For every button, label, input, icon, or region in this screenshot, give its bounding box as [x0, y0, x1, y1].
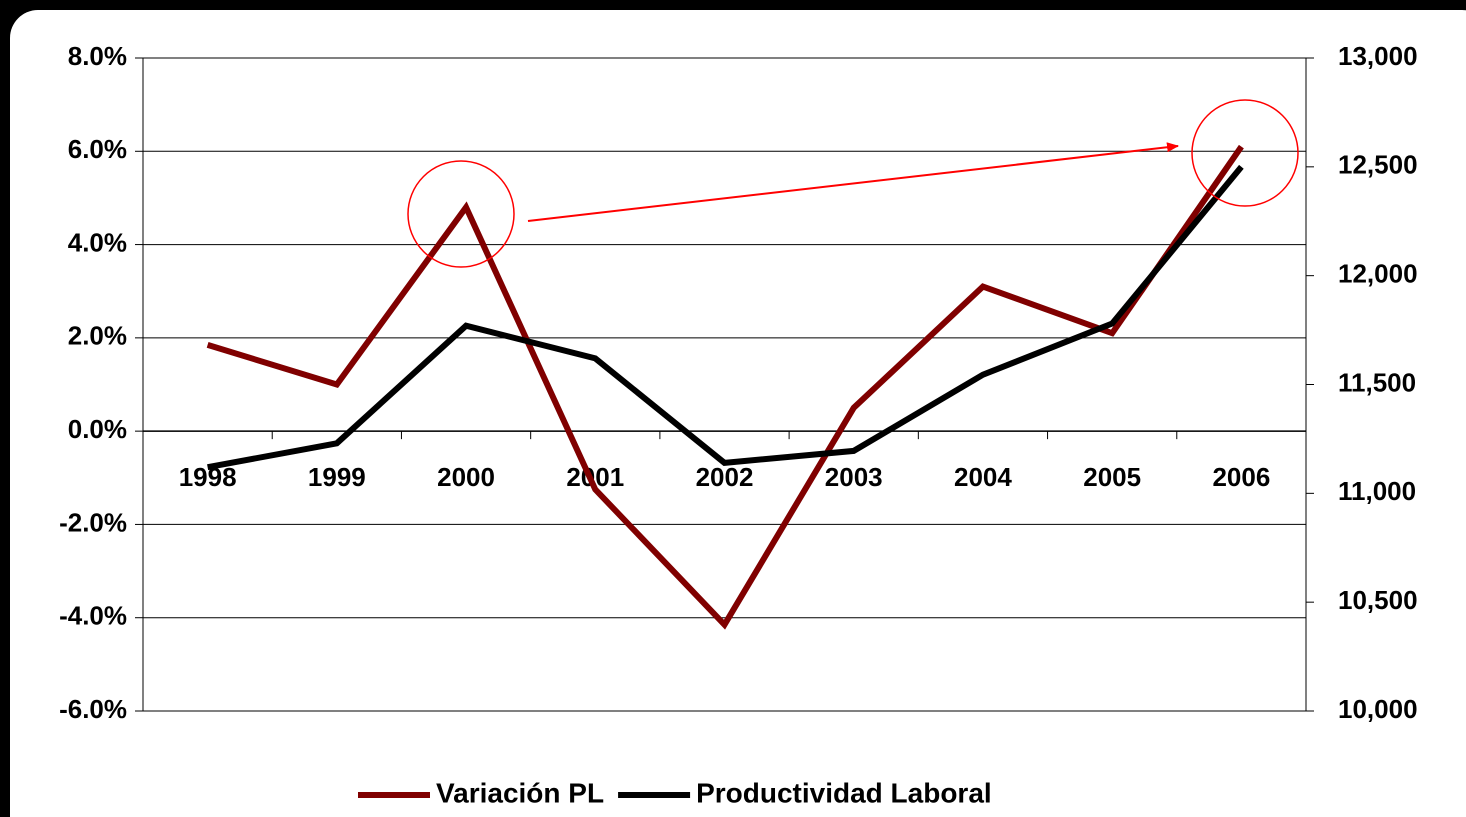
- plot-area: [142, 57, 1307, 712]
- legend-label: Productividad Laboral: [696, 777, 992, 808]
- highlight-circle: [1191, 99, 1299, 207]
- y2-tick-label: 13,000: [1338, 41, 1418, 71]
- y2-tick-label: 12,500: [1338, 150, 1418, 180]
- y2-tick-label: 11,000: [1338, 476, 1416, 506]
- y-tick-label: -6.0%: [59, 694, 127, 724]
- y-tick-label: 0.0%: [68, 414, 127, 444]
- y2-tick-label: 10,500: [1338, 585, 1418, 615]
- y-tick-label: 4.0%: [68, 227, 127, 257]
- x-tick-label: 2006: [1212, 462, 1270, 492]
- highlight-circle: [407, 160, 515, 268]
- x-tick-label: 2003: [825, 462, 883, 492]
- series-line: [206, 144, 1244, 630]
- y-tick-label: -4.0%: [59, 601, 127, 631]
- x-tick-label: 1999: [308, 462, 366, 492]
- y-tick-label: -2.0%: [59, 507, 127, 537]
- y-tick-label: 8.0%: [68, 41, 127, 71]
- y-tick-label: 6.0%: [68, 134, 127, 164]
- x-tick-label: 2005: [1083, 462, 1141, 492]
- y-tick-label: 2.0%: [68, 321, 127, 351]
- y2-tick-label: 11,500: [1338, 367, 1416, 397]
- x-tick-label: 2000: [437, 462, 495, 492]
- annotation-arrow: [527, 142, 1179, 222]
- x-tick-label: 2004: [954, 462, 1012, 492]
- series-line: [207, 164, 1244, 471]
- x-tick-label: 2002: [696, 462, 754, 492]
- y2-tick-label: 12,000: [1338, 259, 1418, 289]
- legend-label: Variación PL: [436, 777, 604, 808]
- y2-tick-label: 10,000: [1338, 694, 1418, 724]
